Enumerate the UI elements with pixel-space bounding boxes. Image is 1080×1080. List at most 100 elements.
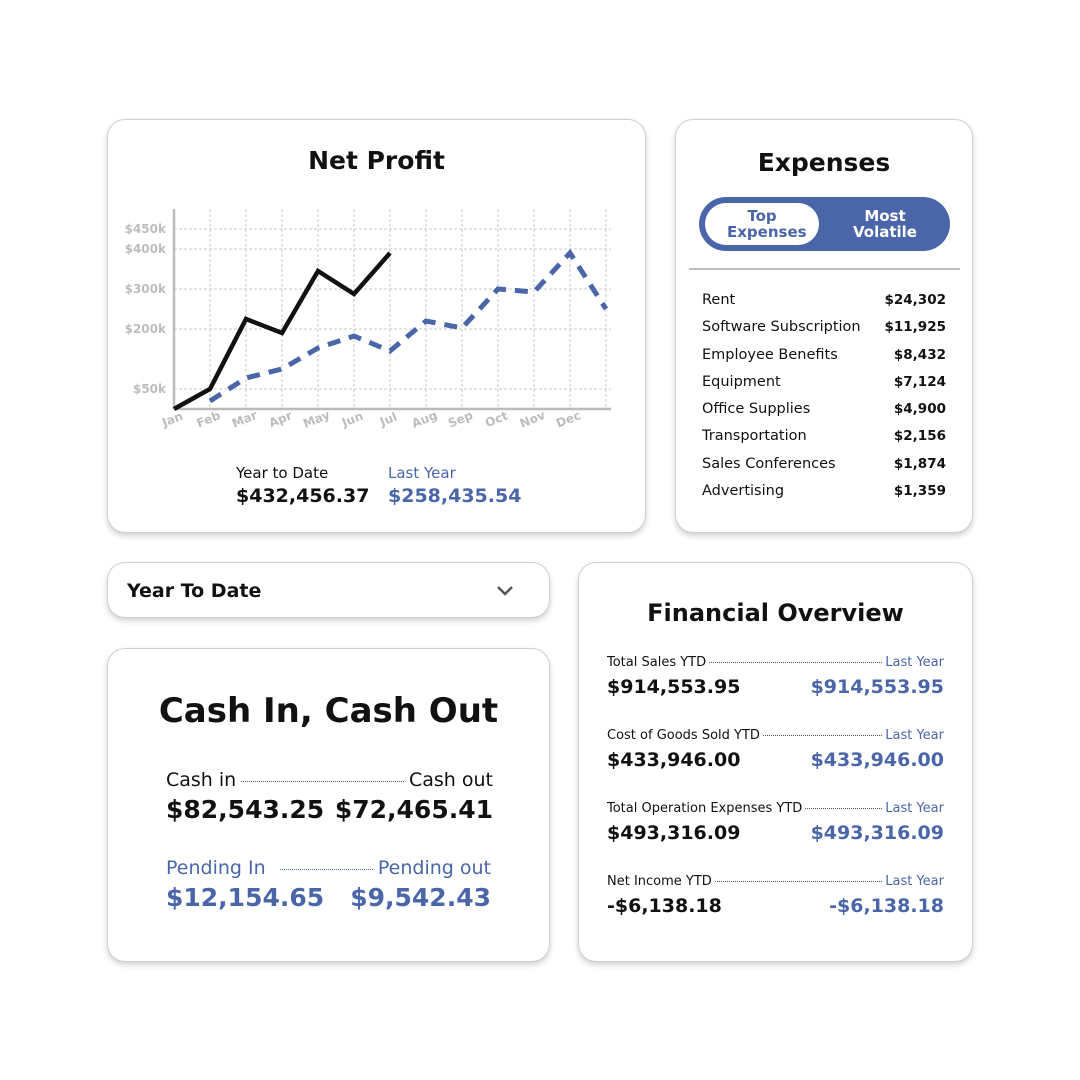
y-tick-label: $200k [125, 322, 167, 336]
last-year-label: Last Year [885, 874, 944, 889]
expense-row: Transportation $2,156 [702, 428, 946, 455]
pending-labels: Pending In Pending out [166, 857, 491, 879]
value: $433,946.00 [607, 749, 741, 771]
row-values: $433,946.00 $433,946.00 [607, 749, 944, 771]
x-tick-label: Dec [554, 408, 583, 430]
expense-name: Equipment [702, 373, 781, 390]
expense-amount: $8,432 [893, 346, 946, 363]
x-tick-label: Aug [410, 408, 440, 431]
label: Pending In [166, 857, 266, 879]
y-tick-label: $450k [125, 222, 167, 236]
label: Pending out [377, 857, 491, 879]
chevron-icon [497, 586, 513, 596]
value: $82,543.25 [166, 795, 325, 824]
expense-row: Sales Conferences $1,874 [702, 456, 946, 483]
row-values: $493,316.09 $493,316.09 [607, 822, 944, 844]
dots [805, 808, 883, 809]
value: $914,553.95 [607, 676, 741, 698]
x-tick-label: Nov [518, 408, 548, 431]
overview-row: Total Sales YTD Last Year $914,553.95 $914,… [607, 655, 944, 728]
expense-name: Software Subscription [702, 319, 861, 336]
row-label: Total Operation Expenses YTD [607, 801, 803, 816]
expense-amount: $7,124 [893, 373, 946, 390]
tab[interactable]: Top Expenses [705, 203, 819, 245]
x-tick-label: Jul [377, 410, 399, 430]
last-year-value: $258,435.54 [388, 485, 522, 507]
row-labels: Total Operation Expenses YTD Last Year [607, 801, 944, 816]
value: $9,542.43 [350, 883, 491, 912]
x-tick-label: Jun [339, 409, 365, 430]
tab[interactable]: Most Volatile [827, 203, 943, 245]
cash-card: Cash In, Cash Out Cash in Cash out $82,54… [107, 648, 550, 962]
last-year-value: $433,946.00 [810, 749, 944, 771]
expenses-card: Expenses Top Expenses Most Volatile Rent… [675, 119, 973, 533]
x-tick-label: Sep [446, 408, 475, 431]
net-profit-card: Net Profit $450k $400k $300k $200k $50k Jan Fe… [107, 119, 646, 533]
expense-amount: $2,156 [893, 428, 946, 445]
value: $12,154.65 [166, 883, 325, 912]
expense-row: Employee Benefits $8,432 [702, 347, 946, 374]
overview-row: Cost of Goods Sold YTD Last Year $433,946.… [607, 728, 944, 801]
expense-name: Rent [702, 292, 736, 308]
dots [714, 881, 883, 882]
y-tick-label: $300k [125, 282, 167, 296]
expense-row: Advertising $1,359 [702, 483, 946, 510]
overview-title: Financial Overview [647, 599, 904, 627]
expense-row: Software Subscription $11,925 [702, 319, 946, 346]
x-tick-label: May [301, 408, 332, 431]
expense-amount: $1,359 [893, 483, 946, 500]
x-tick-label: Mar [230, 408, 259, 431]
last-year-label: Last Year [388, 464, 456, 482]
row-label: Cost of Goods Sold YTD [607, 728, 760, 743]
expense-amount: $1,874 [893, 455, 946, 472]
period-dropdown[interactable]: Year To Date [107, 562, 550, 618]
row-label: Net Income YTD [607, 874, 712, 889]
expense-name: Employee Benefits [702, 346, 838, 363]
cash-labels: Cash in Cash out [166, 769, 493, 791]
dots [709, 662, 883, 663]
label: Cash in [166, 769, 237, 791]
series-line [172, 251, 392, 411]
overview-card: Financial Overview Total Sales YTD Last Y… [578, 562, 973, 962]
row-values: -$6,138.18 -$6,138.18 [607, 895, 944, 917]
tab-label: Most Volatile [853, 207, 917, 241]
value: -$6,138.18 [607, 895, 722, 917]
expenses-title: Expenses [757, 148, 891, 177]
tab-switch: Top Expenses Most Volatile [699, 197, 950, 251]
row-labels: Net Income YTD Last Year [607, 874, 944, 889]
last-year-value: -$6,138.18 [829, 895, 944, 917]
expense-row: Rent $24,302 [702, 292, 946, 319]
x-tick-label: Apr [267, 408, 294, 430]
expense-amount: $4,900 [893, 401, 946, 418]
value: $72,465.41 [334, 795, 493, 824]
expense-list: Rent $24,302 Software Subscription $11,925 E… [702, 292, 946, 510]
row-labels: Total Sales YTD Last Year [607, 655, 944, 670]
last-year-label: Last Year [885, 655, 944, 670]
last-year-label: Last Year [885, 728, 944, 743]
chart: $450k $400k $300k $200k $50k Jan Feb Mar Apr May J… [125, 209, 611, 431]
expense-name: Transportation [702, 428, 807, 445]
expense-row: Office Supplies $4,900 [702, 401, 946, 428]
y-tick-label: $50k [133, 382, 167, 396]
expense-row: Equipment $7,124 [702, 374, 946, 401]
x-tick-label: Jan [159, 409, 185, 430]
row-values: $914,553.95 $914,553.95 [607, 676, 944, 698]
divider [689, 268, 960, 270]
expense-amount: $24,302 [884, 292, 947, 308]
row-labels: Cost of Goods Sold YTD Last Year [607, 728, 944, 743]
overview-rows: Total Sales YTD Last Year $914,553.95 $914,… [607, 655, 944, 947]
overview-row: Total Operation Expenses YTD Last Year $49… [607, 801, 944, 874]
overview-row: Net Income YTD Last Year -$6,138.18 -$6,138… [607, 874, 944, 947]
series-line [208, 248, 609, 404]
value: $493,316.09 [607, 822, 741, 844]
chart-title: Net Profit [308, 146, 445, 175]
label: Cash out [408, 769, 493, 791]
x-tick-label: Oct [483, 408, 510, 430]
dropdown-value: Year To Date [127, 580, 262, 602]
last-year-value: $493,316.09 [810, 822, 944, 844]
last-year-label: Last Year [885, 801, 944, 816]
last-year-value: $914,553.95 [810, 676, 944, 698]
expense-name: Sales Conferences [702, 455, 836, 472]
cash-title: Cash In, Cash Out [158, 691, 499, 731]
